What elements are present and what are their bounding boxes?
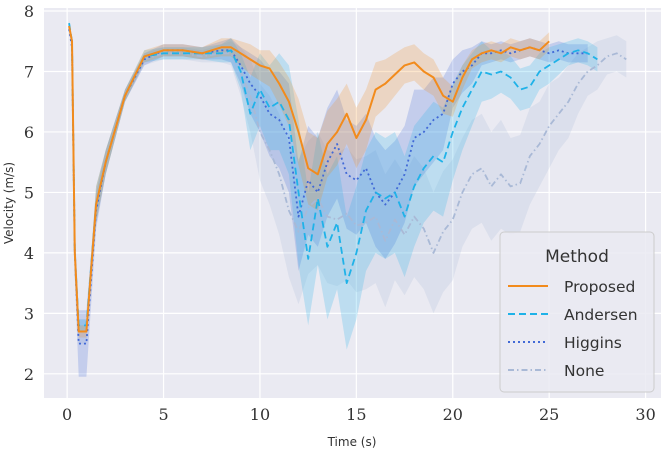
y-tick-label: 7 bbox=[24, 62, 34, 81]
band-none bbox=[69, 23, 627, 344]
legend-label-none: None bbox=[564, 362, 604, 380]
legend-label-andersen: Andersen bbox=[564, 306, 638, 324]
y-tick-label: 3 bbox=[24, 304, 34, 323]
band-proposed bbox=[69, 23, 550, 338]
y-tick-labels: 2 3 4 5 6 7 8 bbox=[24, 2, 34, 384]
x-tick-label: 0 bbox=[62, 405, 72, 424]
legend-title: Method bbox=[545, 247, 609, 267]
legend-label-higgins: Higgins bbox=[564, 334, 622, 352]
legend-box bbox=[499, 231, 655, 393]
series-line-none bbox=[68, 25, 627, 333]
y-axis-label: Velocity (m/s) bbox=[2, 162, 16, 244]
series-lines bbox=[68, 22, 627, 345]
legend: Method Proposed Andersen Higgins None bbox=[499, 231, 655, 393]
series-line-andersen bbox=[68, 22, 598, 327]
x-axis-label: Time (s) bbox=[327, 435, 377, 449]
series-line-proposed bbox=[68, 25, 550, 333]
x-tick-label: 10 bbox=[250, 405, 270, 424]
x-tick-label: 20 bbox=[443, 405, 463, 424]
legend-label-proposed: Proposed bbox=[564, 278, 635, 296]
y-tick-label: 2 bbox=[24, 365, 34, 384]
x-tick-label: 5 bbox=[158, 405, 168, 424]
x-tick-label: 30 bbox=[635, 405, 655, 424]
band-higgins bbox=[69, 26, 588, 377]
y-tick-label: 4 bbox=[24, 244, 34, 263]
y-tick-label: 6 bbox=[24, 123, 34, 142]
x-tick-label: 15 bbox=[346, 405, 366, 424]
x-tick-labels: 0 5 10 15 20 25 30 bbox=[62, 405, 656, 424]
x-tick-label: 25 bbox=[539, 405, 559, 424]
y-tick-label: 8 bbox=[24, 2, 34, 21]
y-tick-label: 5 bbox=[24, 183, 34, 202]
